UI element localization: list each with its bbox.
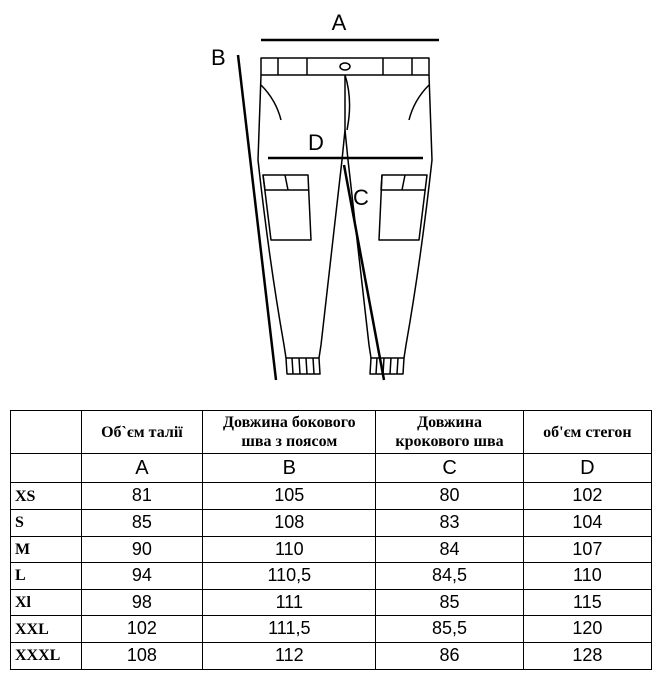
table-row: XXXL10811286128 [11, 642, 652, 669]
cell-A: 102 [81, 616, 203, 643]
letter-C: C [376, 454, 523, 483]
cell-D: 110 [523, 563, 651, 590]
cell-C: 85,5 [376, 616, 523, 643]
cell-D: 104 [523, 509, 651, 536]
label-C: C [353, 185, 369, 210]
cell-size: S [11, 509, 82, 536]
table-row: XXL102111,585,5120 [11, 616, 652, 643]
cell-D: 128 [523, 642, 651, 669]
size-tbody: XS8110580102S8510883104M9011084107L94110… [11, 483, 652, 669]
cell-C: 84,5 [376, 563, 523, 590]
header-C: Довжина крокового шва [376, 411, 523, 454]
pants-svg: A B D C [121, 0, 541, 400]
header-size [11, 411, 82, 454]
cell-B: 108 [203, 509, 376, 536]
cell-C: 84 [376, 536, 523, 563]
cell-B: 111 [203, 589, 376, 616]
pants-outline [258, 58, 432, 374]
label-D: D [308, 130, 324, 155]
letter-D: D [523, 454, 651, 483]
cell-D: 115 [523, 589, 651, 616]
cell-B: 105 [203, 483, 376, 510]
table-row: S8510883104 [11, 509, 652, 536]
header-A: Об`єм талії [81, 411, 203, 454]
cell-size: L [11, 563, 82, 590]
table-row: L94110,584,5110 [11, 563, 652, 590]
header-D: об'єм стегон [523, 411, 651, 454]
cell-C: 83 [376, 509, 523, 536]
size-table: Об`єм талії Довжина бокового шва з поясо… [10, 410, 652, 670]
cell-A: 98 [81, 589, 203, 616]
header-B: Довжина бокового шва з поясом [203, 411, 376, 454]
letter-empty [11, 454, 82, 483]
cell-B: 110 [203, 536, 376, 563]
table-row: M9011084107 [11, 536, 652, 563]
cell-A: 81 [81, 483, 203, 510]
cell-size: XXXL [11, 642, 82, 669]
cell-size: XXL [11, 616, 82, 643]
cell-D: 107 [523, 536, 651, 563]
cell-C: 80 [376, 483, 523, 510]
cell-A: 85 [81, 509, 203, 536]
cell-size: XS [11, 483, 82, 510]
cell-A: 108 [81, 642, 203, 669]
cell-A: 90 [81, 536, 203, 563]
letter-A: A [81, 454, 203, 483]
cell-D: 102 [523, 483, 651, 510]
letter-row: A B C D [11, 454, 652, 483]
cell-B: 111,5 [203, 616, 376, 643]
cell-D: 120 [523, 616, 651, 643]
label-B: B [211, 45, 226, 70]
table-row: Xl9811185115 [11, 589, 652, 616]
cell-A: 94 [81, 563, 203, 590]
header-row: Об`єм талії Довжина бокового шва з поясо… [11, 411, 652, 454]
cell-size: M [11, 536, 82, 563]
table-row: XS8110580102 [11, 483, 652, 510]
cell-B: 112 [203, 642, 376, 669]
cell-size: Xl [11, 589, 82, 616]
pants-diagram: A B D C [0, 0, 662, 410]
size-table-container: Об`єм талії Довжина бокового шва з поясо… [0, 410, 662, 670]
cell-C: 85 [376, 589, 523, 616]
cell-B: 110,5 [203, 563, 376, 590]
letter-B: B [203, 454, 376, 483]
cell-C: 86 [376, 642, 523, 669]
label-A: A [332, 10, 347, 35]
